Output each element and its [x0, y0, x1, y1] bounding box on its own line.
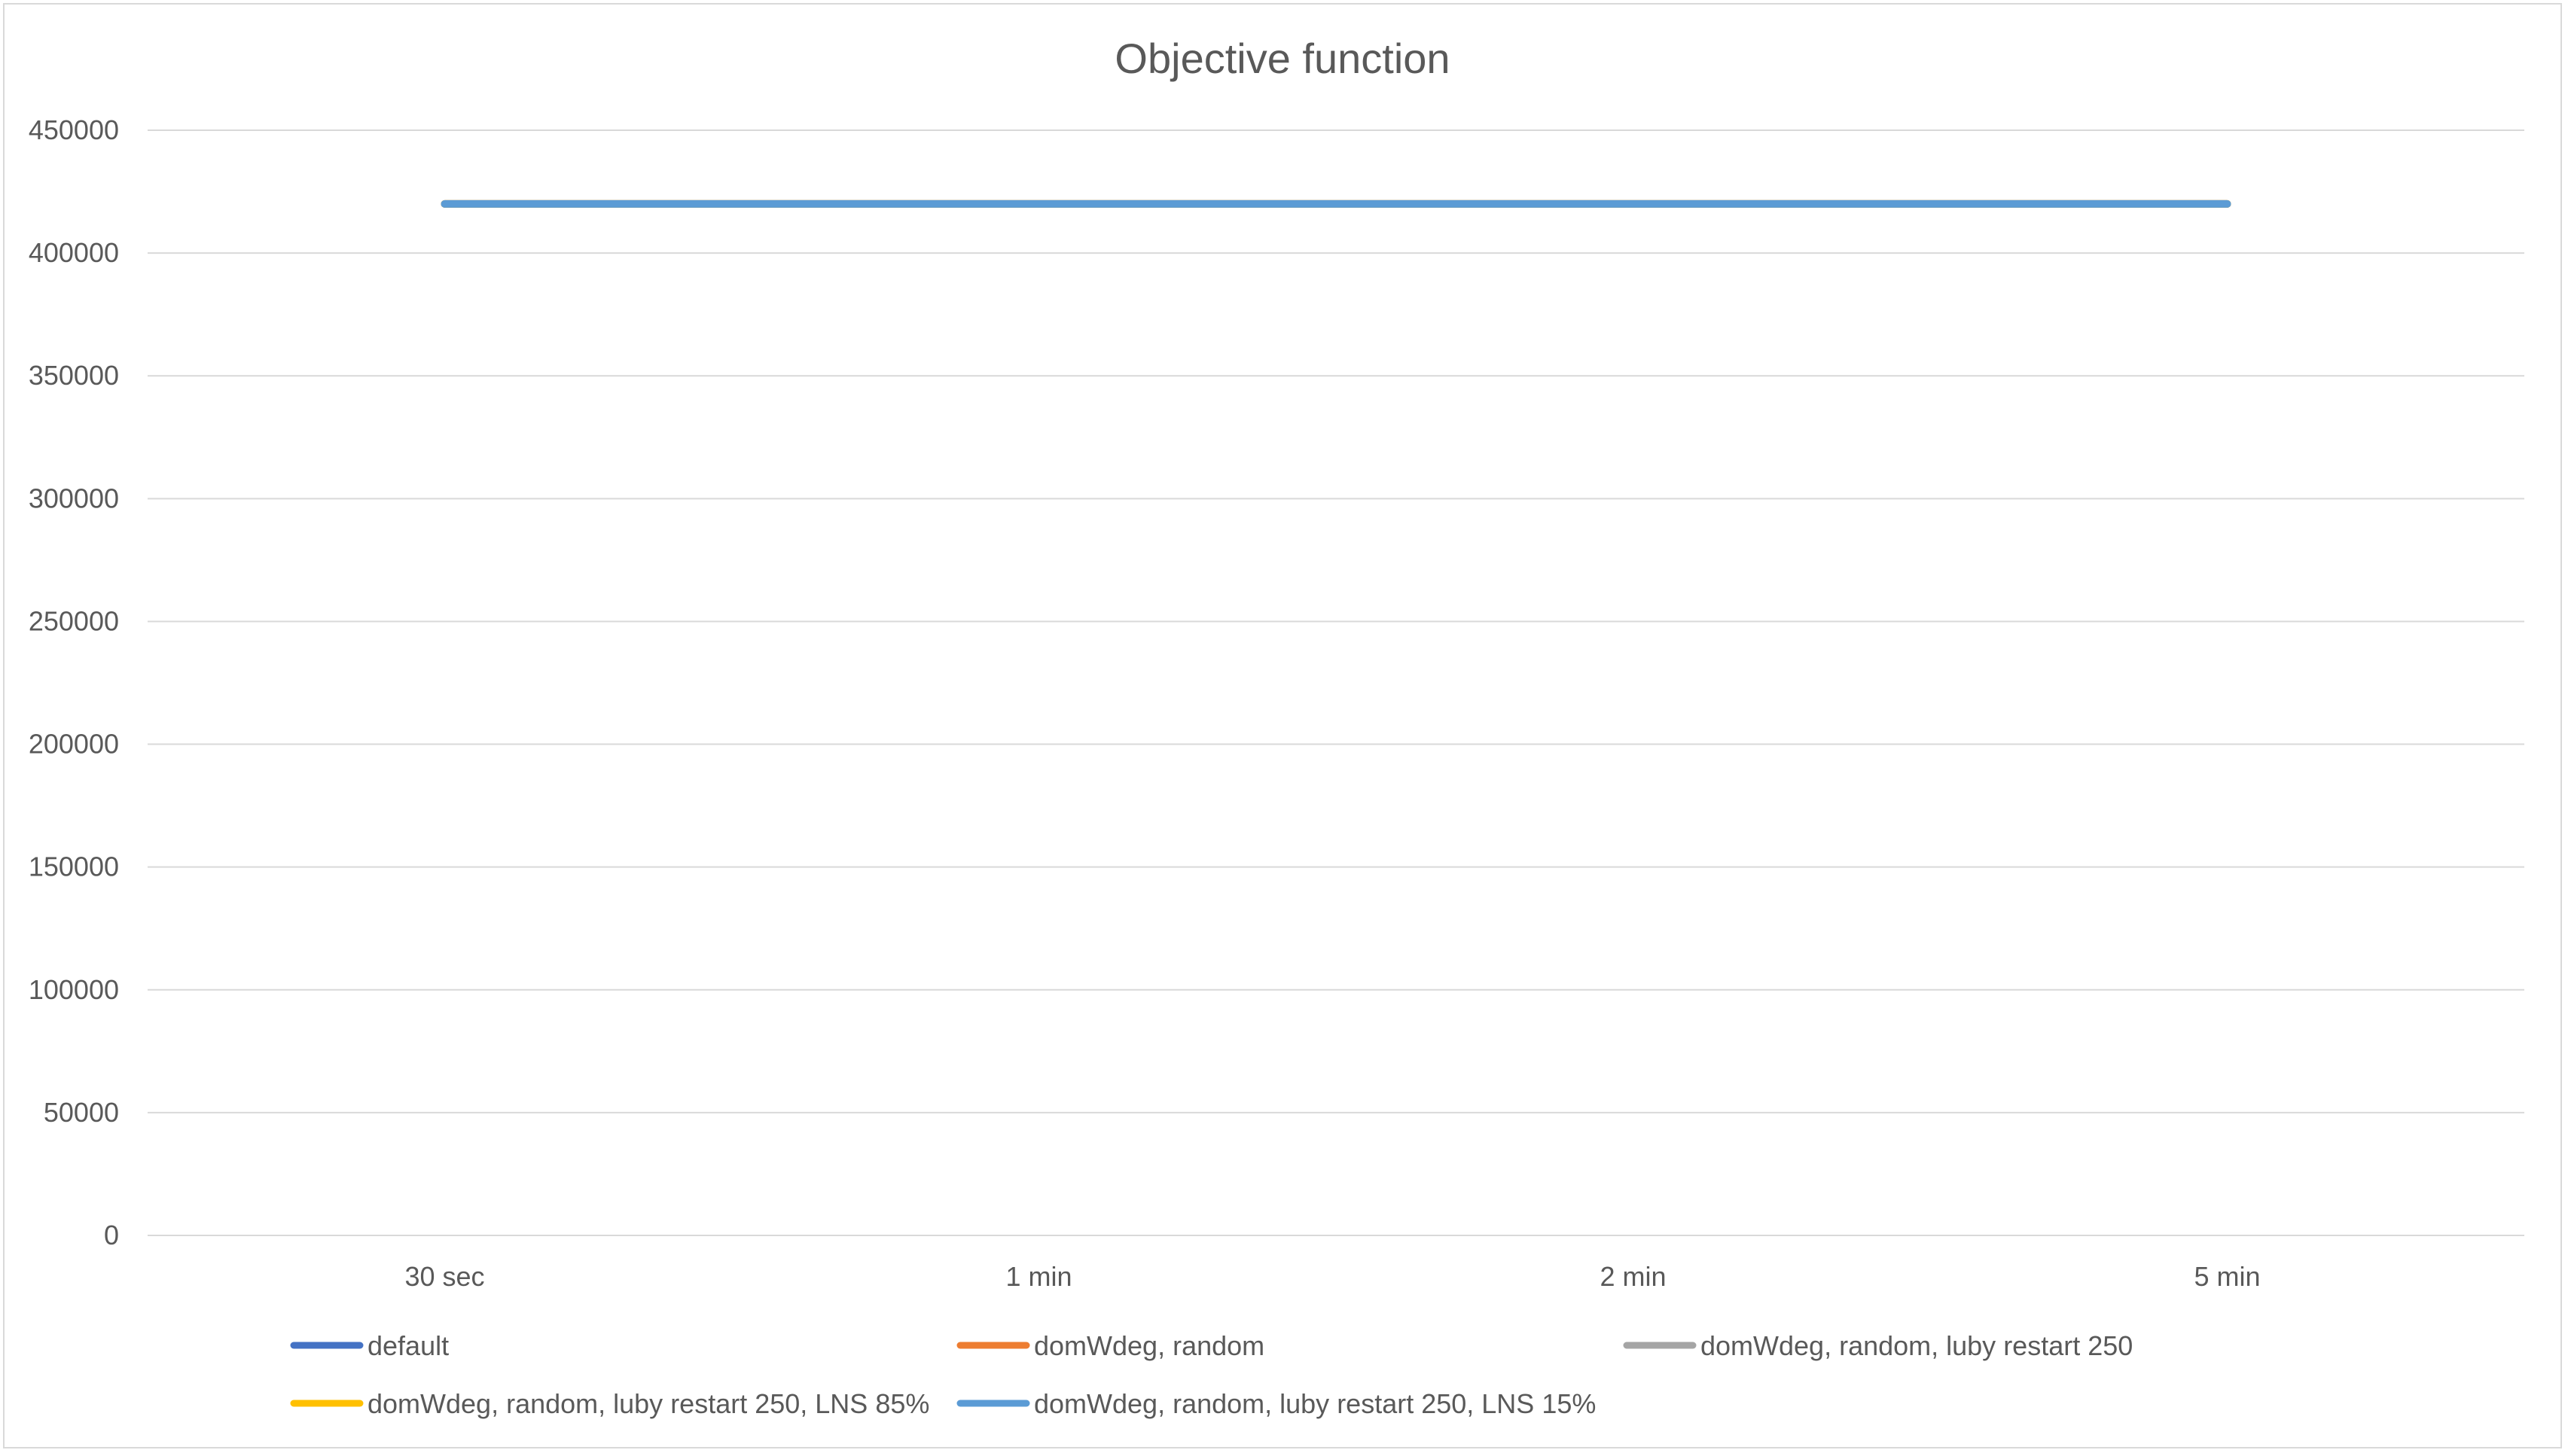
legend-item: domWdeg, random, luby restart 250, LNS 8… [290, 1388, 929, 1419]
legend: default domWdeg, random domWdeg, random, l… [290, 1330, 2133, 1419]
x-tick-label: 5 min [2194, 1261, 2260, 1292]
y-tick-label: 50000 [44, 1097, 119, 1128]
y-tick-label: 300000 [29, 483, 119, 513]
y-tick-label: 0 [104, 1220, 119, 1250]
chart-title: Objective function [1115, 35, 1450, 82]
y-tick-label: 200000 [29, 729, 119, 760]
x-axis-ticks: 30 sec 1 min 2 min 5 min [404, 1261, 2260, 1292]
y-tick-label: 150000 [29, 851, 119, 882]
y-tick-label: 250000 [29, 605, 119, 636]
y-tick-label: 100000 [29, 974, 119, 1005]
y-tick-label: 400000 [29, 237, 119, 268]
legend-label: domWdeg, random, luby restart 250, LNS 1… [1034, 1388, 1596, 1419]
x-tick-label: 1 min [1005, 1261, 1072, 1292]
legend-item: default [290, 1330, 449, 1361]
x-tick-label: 30 sec [404, 1261, 484, 1292]
y-tick-label: 450000 [29, 114, 119, 145]
legend-label: domWdeg, random [1034, 1330, 1264, 1361]
legend-label: default [368, 1330, 449, 1361]
gridlines [148, 129, 2524, 1236]
legend-item: domWdeg, random, luby restart 250 [1623, 1330, 2133, 1361]
legend-item: domWdeg, random [956, 1330, 1264, 1361]
x-tick-label: 2 min [1600, 1261, 1666, 1292]
legend-label: domWdeg, random, luby restart 250, LNS 8… [368, 1388, 929, 1419]
chart-frame [3, 3, 2562, 1448]
legend-item: domWdeg, random, luby restart 250, LNS 1… [956, 1388, 1596, 1419]
y-tick-label: 350000 [29, 360, 119, 391]
legend-label: domWdeg, random, luby restart 250 [1700, 1330, 2133, 1361]
y-axis-ticks: 0 50000 100000 150000 200000 250000 300000 3500… [29, 114, 119, 1250]
